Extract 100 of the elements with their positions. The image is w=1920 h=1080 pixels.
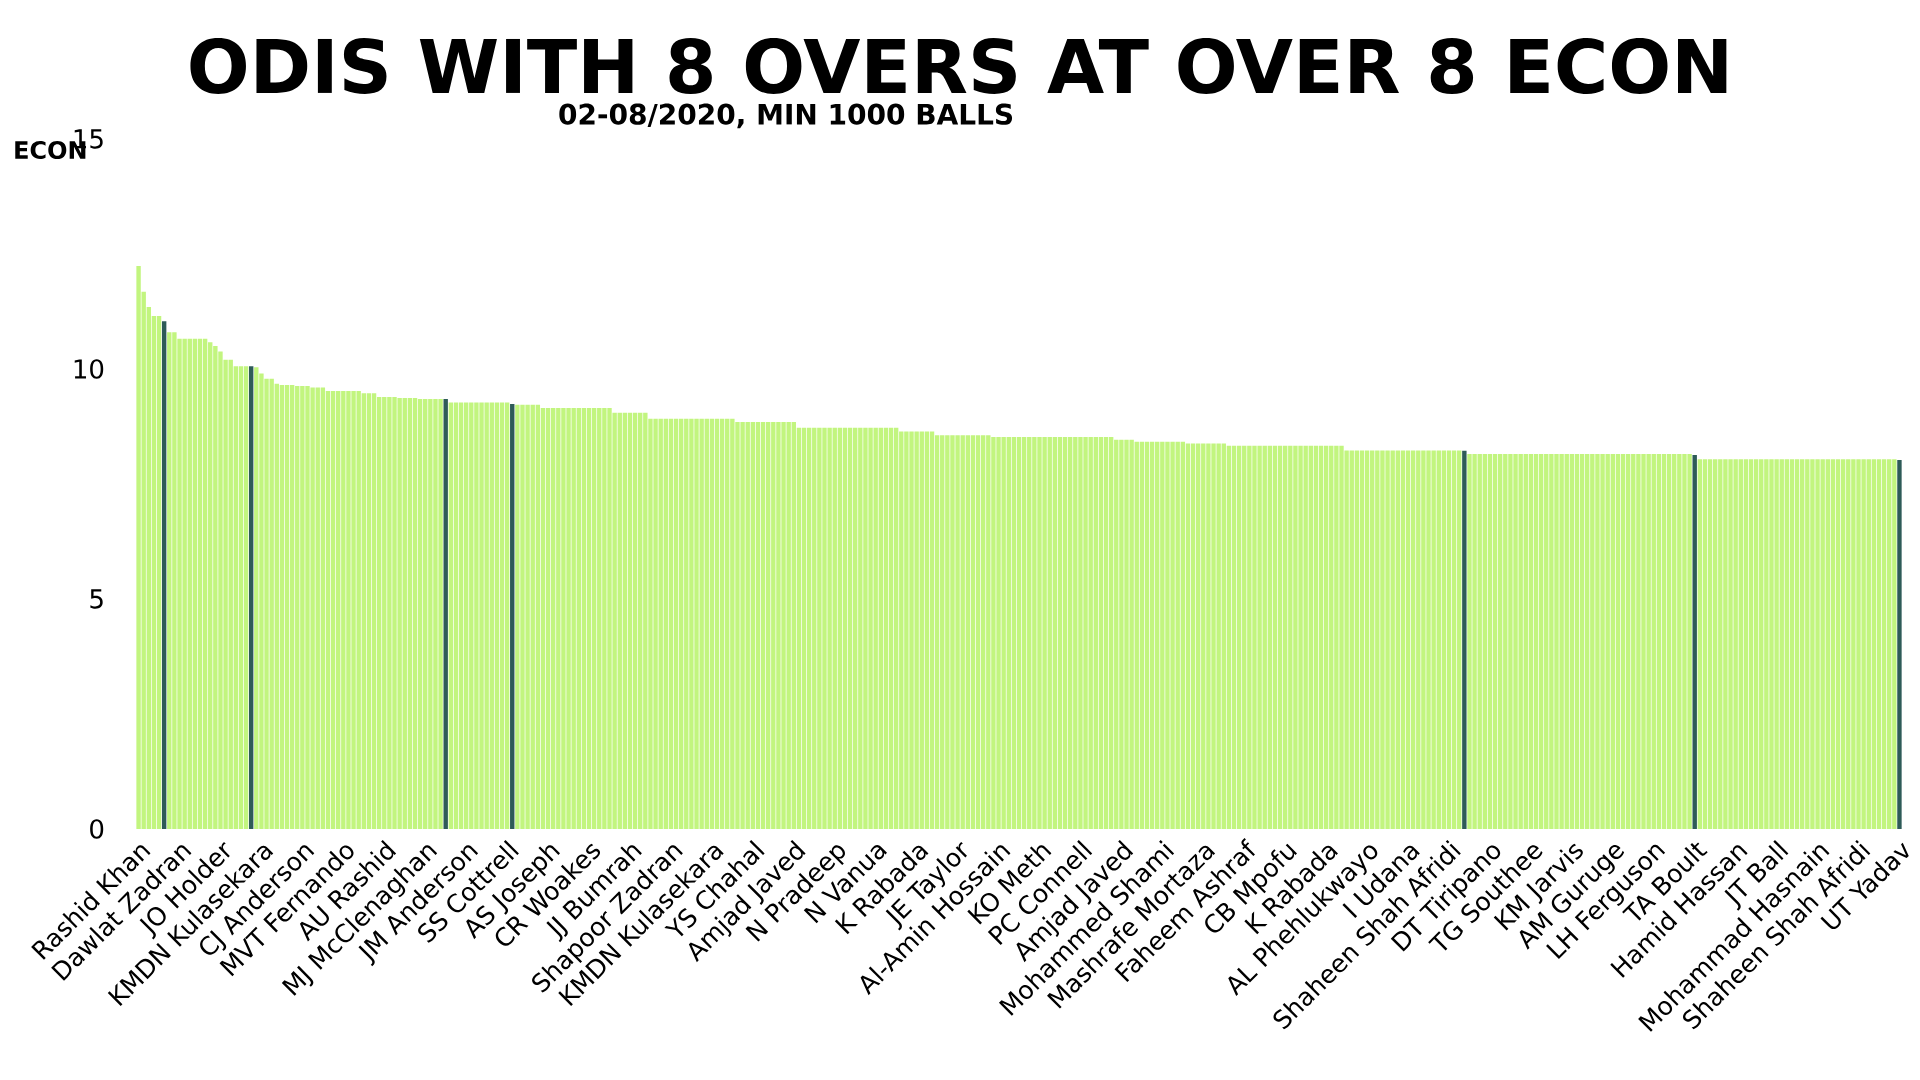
bar: [1482, 454, 1488, 829]
bar: [192, 338, 198, 829]
bar: [970, 435, 976, 829]
bar: [581, 408, 587, 829]
bar: [714, 418, 720, 829]
bar: [1784, 459, 1790, 829]
bar: [510, 403, 515, 829]
bar: [1267, 445, 1273, 829]
bar: [837, 427, 843, 829]
bar: [975, 435, 981, 829]
bar: [750, 421, 756, 829]
bar: [1323, 445, 1329, 829]
bar: [453, 402, 459, 829]
bar: [463, 402, 469, 829]
bar: [1098, 437, 1104, 829]
bar: [238, 366, 244, 829]
bar: [197, 338, 203, 829]
bar: [1656, 454, 1662, 829]
bar: [1190, 443, 1196, 829]
bar: [1400, 450, 1406, 829]
bar: [806, 427, 812, 829]
chart-title: ODIS WITH 8 OVERS AT OVER 8 ECON: [190, 37, 1727, 94]
bar: [1236, 445, 1242, 829]
bar: [1185, 443, 1191, 829]
bar: [366, 393, 372, 829]
bar: [1569, 454, 1575, 829]
bar: [632, 412, 638, 829]
bar: [888, 427, 894, 829]
bar: [1062, 437, 1068, 829]
bar: [965, 435, 971, 829]
bar: [1149, 441, 1155, 829]
y-tick-label: 5: [90, 589, 103, 609]
bar: [545, 408, 551, 829]
bar: [673, 418, 679, 829]
bar: [458, 402, 464, 829]
bar: [1574, 454, 1580, 829]
bar: [929, 431, 935, 829]
bar: [540, 408, 546, 829]
bar: [448, 402, 454, 829]
y-tick-label: 10: [74, 359, 104, 379]
bar: [407, 397, 413, 829]
bar: [1359, 450, 1365, 829]
bar: [494, 402, 500, 829]
bar: [1108, 437, 1114, 829]
bar: [934, 435, 940, 829]
bar: [847, 427, 853, 829]
bar: [289, 385, 295, 829]
bar: [504, 402, 510, 829]
bar: [1103, 437, 1109, 829]
bar: [1354, 450, 1360, 829]
bar: [1528, 454, 1534, 829]
bar: [1697, 459, 1703, 829]
bar: [1702, 459, 1708, 829]
bar: [1753, 459, 1759, 829]
bar: [1313, 445, 1319, 829]
bar: [1144, 441, 1150, 829]
bar: [1871, 459, 1877, 829]
bar: [893, 427, 899, 829]
bar: [1830, 459, 1836, 829]
bar: [622, 412, 628, 829]
bar: [320, 387, 326, 829]
bar: [1226, 445, 1232, 829]
bar: [1789, 459, 1795, 829]
bar: [668, 418, 674, 829]
bar: [1139, 441, 1145, 829]
bar: [1615, 454, 1621, 829]
bar: [1446, 450, 1452, 829]
bar: [325, 391, 331, 829]
bar: [535, 404, 541, 829]
bar: [412, 397, 418, 829]
bar: [1692, 455, 1697, 829]
bar: [330, 391, 336, 829]
bar: [443, 398, 448, 829]
bar: [279, 385, 285, 829]
bar: [284, 385, 290, 829]
y-tick-label: 0: [90, 819, 104, 839]
bar: [1057, 437, 1063, 829]
bar: [1661, 454, 1667, 829]
chart-subtitle: 02-08/2020, MIN 1000 BALLS: [559, 103, 1013, 129]
bar: [1441, 450, 1447, 829]
bar: [156, 316, 162, 829]
bar: [801, 427, 807, 829]
bar: [591, 408, 597, 829]
bar: [1272, 445, 1278, 829]
bar: [760, 421, 766, 829]
bar: [709, 418, 715, 829]
bar: [1451, 450, 1457, 829]
bar: [1876, 459, 1882, 829]
bar: [586, 408, 592, 829]
bar: [1016, 437, 1022, 829]
bar: [842, 427, 848, 829]
bar: [1195, 443, 1201, 829]
bar: [1712, 459, 1718, 829]
bar: [1011, 437, 1017, 829]
bar: [1579, 454, 1585, 829]
bar: [1835, 459, 1841, 829]
bar: [1748, 459, 1754, 829]
bar: [417, 398, 423, 829]
bar: [1897, 460, 1902, 829]
bar: [1487, 454, 1493, 829]
